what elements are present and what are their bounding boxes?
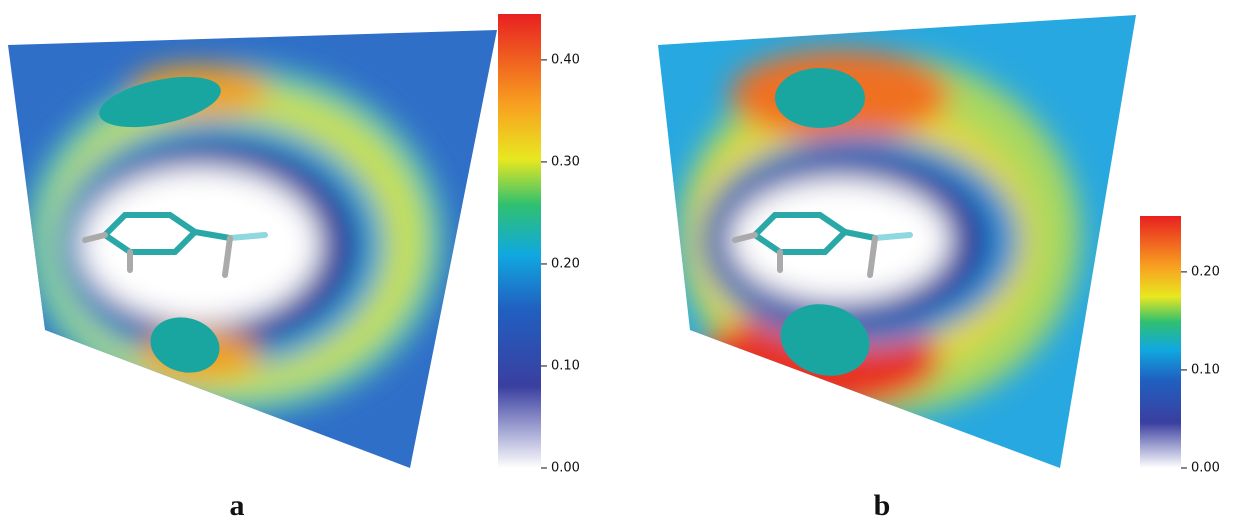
tick-label: 0.00 [551, 461, 580, 476]
tick-label: 0.40 [551, 52, 580, 67]
tick-label: 0.00 [1191, 461, 1220, 476]
heatmap-slab [650, 0, 1150, 480]
tick-label: 0.10 [551, 358, 580, 373]
tick-label: 0.30 [551, 154, 580, 169]
figure: 0.00 0.10 0.20 0.30 0.40 a 0.00 0.10 0.20 b [0, 0, 1246, 521]
tick-label: 0.20 [1191, 264, 1220, 279]
isosurface [775, 68, 865, 128]
tick-label: 0.10 [1191, 362, 1220, 377]
panel-label: b [874, 489, 891, 521]
colorbar [1140, 216, 1181, 468]
panel-label: a [230, 489, 245, 521]
heatmap-slab [0, 0, 520, 480]
colorbar [498, 14, 541, 468]
tick-label: 0.20 [551, 256, 580, 271]
